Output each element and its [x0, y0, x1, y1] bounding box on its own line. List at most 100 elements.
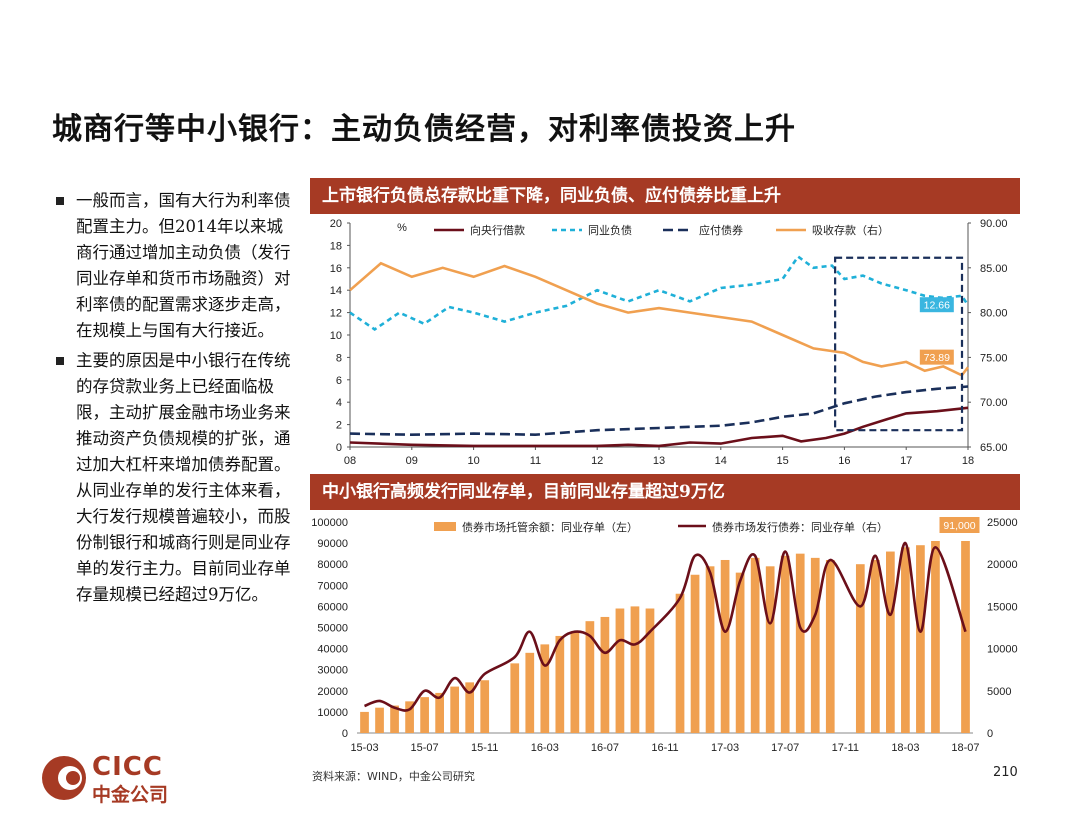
x-tick-label: 09: [406, 455, 418, 467]
y-tick-label-right: 20000: [987, 559, 1018, 571]
chart1-title-banner: 上市银行负债总存款比重下降，同业负债、应付债券比重上升: [310, 178, 1020, 214]
x-tick-label: 14: [715, 455, 727, 467]
bullet-item: 主要的原因是中小银行在传统的存贷款业务上已经面临极限，主动扩展金融市场业务来推动…: [56, 348, 296, 608]
bar: [916, 545, 925, 733]
highlight-box: [834, 256, 964, 432]
bar: [435, 692, 444, 733]
page-title: 城商行等中小银行：主动负债经营，对利率债投资上升: [52, 112, 796, 147]
bar: [901, 547, 910, 733]
callout-label: 12.66: [924, 300, 950, 312]
bar: [570, 631, 580, 733]
bar: [931, 540, 940, 733]
y-tick-label-right: 0: [987, 728, 993, 740]
chart2-svg: 0100002000030000400005000060000700008000…: [311, 517, 1018, 754]
bullet-text: 主要的原因是中小银行在传统的存贷款业务上已经面临极限，主动扩展金融市场业务来推动…: [76, 351, 291, 604]
x-tick-label: 16-03: [531, 742, 559, 754]
x-tick-label: 15-11: [471, 742, 498, 754]
y-tick-label-left: 90000: [317, 538, 348, 550]
legend-label: 应付债券: [699, 223, 743, 237]
bar: [780, 555, 790, 733]
series-line-0: [349, 406, 969, 448]
x-tick-label: 16-07: [591, 742, 619, 754]
y-tick-label-left: 70000: [317, 580, 348, 592]
y-tick-label-left: 10000: [317, 707, 348, 719]
bar: [675, 593, 685, 733]
bar: [795, 553, 805, 733]
x-tick-label: 15-07: [411, 742, 439, 754]
x-tick-label: 12: [591, 455, 603, 467]
y-tick-label-right: 5000: [987, 686, 1011, 698]
legend-swatch: [434, 522, 456, 531]
y-tick-label-left: 2: [336, 420, 342, 432]
y-tick-label-right: 15000: [987, 601, 1018, 613]
bar: [465, 682, 475, 733]
legend-label: 吸收存款（右）: [812, 223, 889, 237]
logo-text-en: CICC: [92, 752, 163, 782]
x-tick-label: 17-03: [711, 742, 739, 754]
x-tick-label: 18-03: [891, 742, 919, 754]
y-tick-label-left: 16: [330, 263, 342, 275]
bar: [555, 635, 565, 733]
bar: [390, 705, 399, 733]
y-tick-label-left: 4: [336, 397, 342, 409]
y-tick-label-left: 30000: [317, 665, 348, 677]
x-tick-label: 16: [838, 455, 850, 467]
y-tick-label-left: 60000: [317, 601, 348, 613]
bar: [360, 711, 369, 733]
bar: [525, 652, 535, 733]
y-tick-label-right: 65.00: [980, 442, 1008, 454]
bar: [750, 557, 760, 733]
bar: [645, 608, 655, 733]
y-tick-label-left: 8: [336, 352, 342, 364]
y-tick-label-right: 25000: [987, 517, 1018, 529]
bullet-text: 一般而言，国有大行为利率债配置主力。但2014年以来城商行通过增加主动负债（发行…: [76, 191, 291, 340]
y-tick-label-right: 75.00: [980, 352, 1008, 364]
bar: [615, 608, 625, 733]
bar: [630, 606, 640, 733]
callout-label: 73.89: [924, 352, 950, 364]
x-tick-label: 10: [467, 455, 479, 467]
x-tick-label: 08: [344, 455, 356, 467]
x-tick-label: 17-07: [771, 742, 799, 754]
series-line-2: [349, 385, 969, 437]
y-tick-label-left: 20000: [317, 686, 348, 698]
y-tick-label-left: 18: [330, 240, 342, 252]
y-tick-label-left: 50000: [317, 623, 348, 635]
bar: [600, 616, 610, 733]
page-number: 210: [993, 765, 1018, 780]
x-tick-label: 18-07: [951, 742, 979, 754]
bullet-item: 一般而言，国有大行为利率债配置主力。但2014年以来城商行通过增加主动负债（发行…: [56, 188, 296, 344]
bullet-square-icon: [56, 197, 64, 205]
y-tick-label-left: 0: [342, 728, 348, 740]
bar: [705, 566, 715, 733]
cicc-logo-icon: [42, 756, 86, 800]
y-tick-label-left: 40000: [317, 644, 348, 656]
y-tick-label-left: 14: [330, 285, 342, 297]
bullet-square-icon: [56, 357, 64, 365]
x-tick-label: 17-11: [832, 742, 859, 754]
y-tick-label-right: 10000: [987, 644, 1018, 656]
bar: [735, 572, 745, 733]
callout-box: [919, 297, 954, 313]
chart2-title-banner: 中小银行高频发行同业存单，目前同业存量超过9万亿: [310, 474, 1020, 510]
series-line: [364, 541, 967, 712]
bar: [720, 559, 730, 733]
legend-label: 同业负债: [588, 223, 632, 237]
legend-label: 向央行借款: [470, 223, 525, 237]
bar: [585, 621, 595, 733]
bar: [886, 551, 895, 733]
x-tick-label: 18: [962, 455, 974, 467]
bar: [765, 566, 775, 733]
y-tick-label-left: 20: [330, 218, 342, 230]
bar: [870, 559, 880, 733]
bar: [375, 707, 384, 733]
y-tick-label-right: 85.00: [980, 263, 1008, 275]
y-tick-label-left: 0: [336, 442, 342, 454]
x-tick-label: 15-03: [350, 742, 378, 754]
y-tick-label-left: 10: [330, 330, 342, 342]
x-tick-label: 11: [530, 455, 541, 467]
y-tick-label-left: 80000: [317, 559, 348, 571]
logo-text-cn: 中金公司: [92, 784, 169, 806]
bar: [810, 557, 820, 733]
y-tick-label-right: 70.00: [980, 397, 1008, 409]
